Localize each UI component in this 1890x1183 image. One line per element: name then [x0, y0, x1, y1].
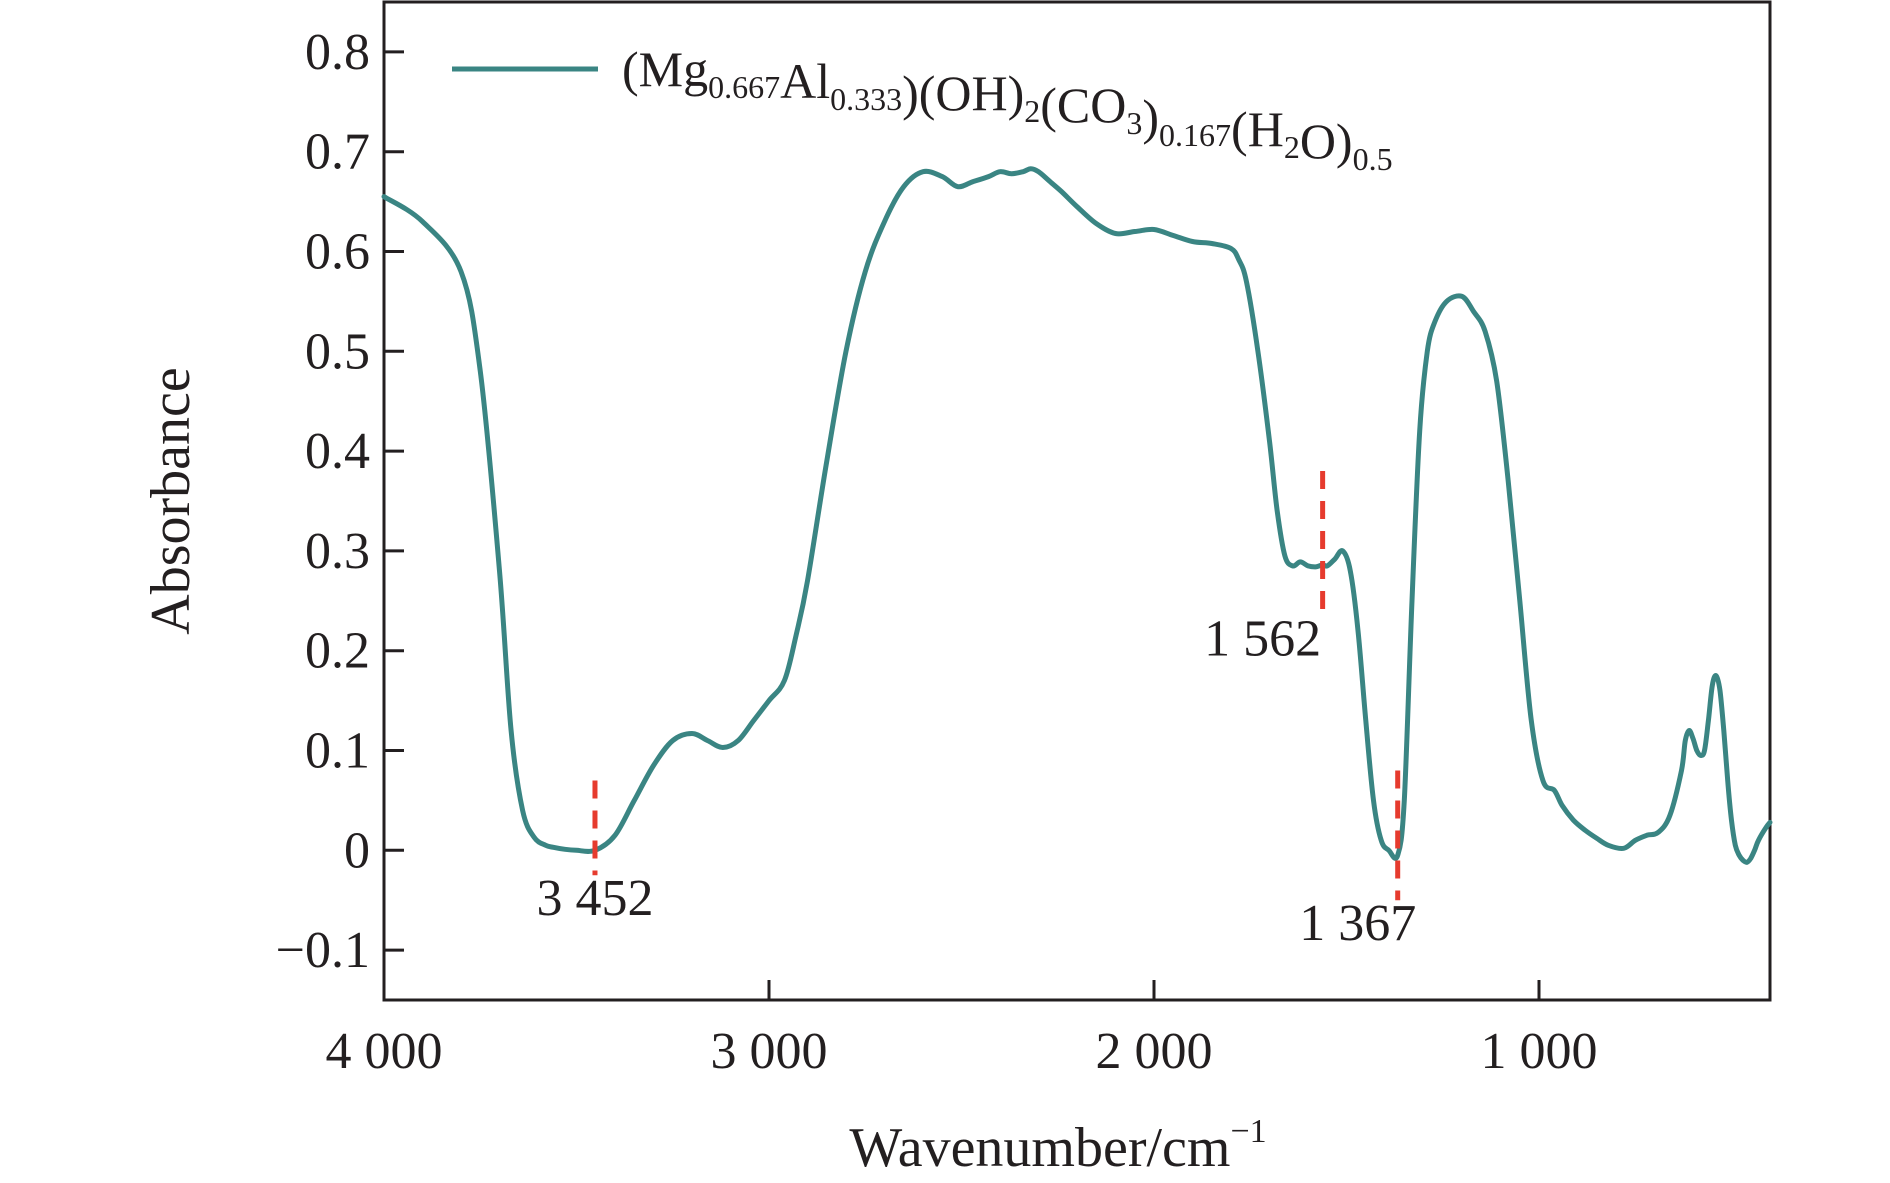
legend-formula-part: Al: [780, 53, 830, 109]
legend-formula-part: (CO: [1040, 77, 1126, 133]
absorbance-series-line: [381, 166, 1773, 865]
legend-formula-part: (H: [1231, 101, 1284, 157]
y-tick-label: 0.3: [305, 523, 370, 580]
x-axis-title-superscript: −1: [1230, 1113, 1266, 1150]
y-axis-title: Absorbance: [140, 367, 202, 634]
x-axis-title-text: Wavenumber/cm: [849, 1117, 1230, 1178]
peak-label-1367: 1 367: [1299, 895, 1416, 952]
legend-formula-subscript: 0.333: [830, 81, 902, 117]
legend-formula-part: (Mg: [622, 41, 708, 97]
x-axis-title: Wavenumber/cm−1: [849, 1113, 1266, 1178]
legend-formula-part: ): [1142, 89, 1159, 145]
y-axis: 0.8 0.7 0.6 0.5 0.4 0.3 0.2 0.1 0 −0.1: [276, 24, 404, 979]
plot-frame: [382, 0, 1772, 1002]
y-tick-label: −0.1: [276, 922, 370, 979]
y-tick-label: 0.7: [305, 124, 370, 181]
legend-formula-part: )(OH): [902, 65, 1024, 121]
legend-formula-subscript: 0.667: [708, 69, 780, 105]
y-tick-label: 0.1: [305, 723, 370, 780]
x-tick-label: 4 000: [326, 1023, 443, 1080]
x-tick-label: 3 000: [711, 1023, 828, 1080]
legend: (Mg0.667Al0.333)(OH)2(CO3)0.167(H2O)0.5: [452, 41, 1393, 177]
y-tick-label: 0.4: [305, 423, 370, 480]
legend-formula-subscript: 3: [1126, 105, 1142, 141]
legend-formula-subscript: 0.167: [1159, 117, 1231, 153]
y-tick-label: 0: [344, 822, 370, 879]
legend-formula-subscript: 0.5: [1353, 141, 1393, 177]
x-tick-label: 1 000: [1481, 1023, 1598, 1080]
legend-formula-subscript: 2: [1024, 93, 1040, 129]
peak-annotations: 3 452 1 562 1 367: [536, 471, 1416, 952]
legend-label: (Mg0.667Al0.333)(OH)2(CO3)0.167(H2O)0.5: [622, 41, 1393, 177]
y-tick-label: 0.6: [305, 224, 370, 281]
peak-label-3452: 3 452: [536, 870, 653, 927]
x-tick-label: 2 000: [1096, 1023, 1213, 1080]
legend-formula-subscript: 2: [1284, 129, 1300, 165]
legend-formula-part: O): [1300, 113, 1353, 169]
y-tick-label: 0.5: [305, 323, 370, 380]
y-tick-label: 0.8: [305, 24, 370, 81]
y-tick-label: 0.2: [305, 623, 370, 680]
peak-label-1562: 1 562: [1204, 611, 1321, 668]
x-axis: 4 000 3 000 2 000 1 000: [326, 980, 1598, 1080]
